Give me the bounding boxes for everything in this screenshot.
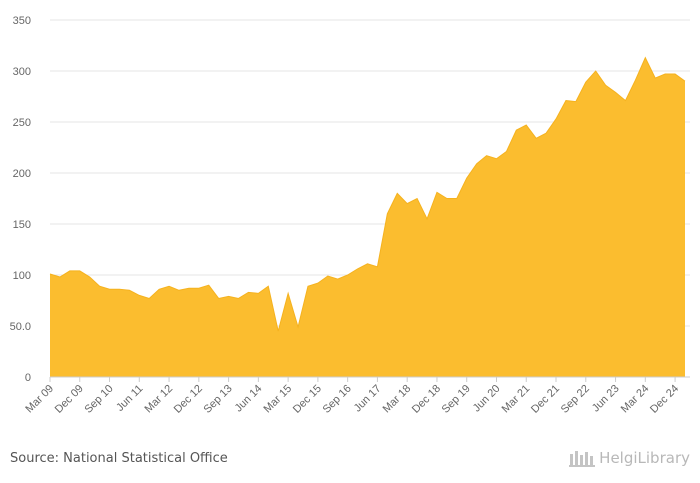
x-tick-label: Dec 15 (291, 383, 324, 416)
y-tick-label: 350 (13, 15, 31, 27)
library-icon (569, 451, 596, 467)
y-tick-label: 0 (25, 372, 31, 384)
x-tick-label: Mar 21 (500, 383, 533, 416)
x-tick-label: Dec 21 (529, 383, 562, 416)
brand-logo: HelgiLibrary (569, 449, 690, 467)
y-axis-ticks: 0 50.0 100 150 200 250 300 350 (10, 15, 31, 384)
brand-name: HelgiLibrary (599, 449, 690, 467)
x-tick-label: Sep 10 (83, 383, 116, 416)
source-note: Source: National Statistical Office (10, 451, 228, 466)
x-tick-label: Mar 24 (619, 383, 652, 416)
x-tick-label: Jun 17 (352, 383, 384, 415)
y-tick-label: 100 (13, 270, 31, 282)
gridlines (50, 19, 690, 327)
area-series (49, 56, 686, 378)
x-tick-label: Dec 18 (410, 383, 443, 416)
x-tick-label: Jun 23 (590, 383, 622, 415)
x-tick-label: Mar 18 (381, 383, 414, 416)
x-tick-label: Jun 14 (233, 383, 265, 415)
x-tick-label: Dec 24 (648, 383, 681, 416)
y-tick-label: 50.0 (10, 321, 31, 333)
chart-footer: Source: National Statistical Office Helg… (0, 440, 700, 483)
x-tick-label: Jun 20 (471, 383, 503, 415)
series-line (49, 56, 686, 332)
y-tick-label: 250 (13, 117, 31, 129)
x-tick-label: Sep 13 (202, 383, 235, 416)
x-tick-label: Dec 12 (172, 383, 205, 416)
x-tick-label: Sep 19 (440, 383, 473, 416)
y-tick-label: 150 (13, 219, 31, 231)
x-tick-label: Mar 12 (142, 383, 175, 416)
x-tick-label: Jun 11 (114, 383, 145, 414)
x-tick-label: Sep 16 (321, 383, 354, 416)
y-tick-label: 300 (13, 66, 31, 78)
x-tick-label: Mar 15 (262, 383, 295, 416)
x-tick-label: Mar 09 (23, 383, 56, 416)
series-area (50, 57, 685, 378)
x-tick-label: Dec 09 (53, 383, 86, 416)
y-tick-label: 200 (13, 168, 31, 180)
x-tick-label: Sep 22 (559, 383, 592, 416)
